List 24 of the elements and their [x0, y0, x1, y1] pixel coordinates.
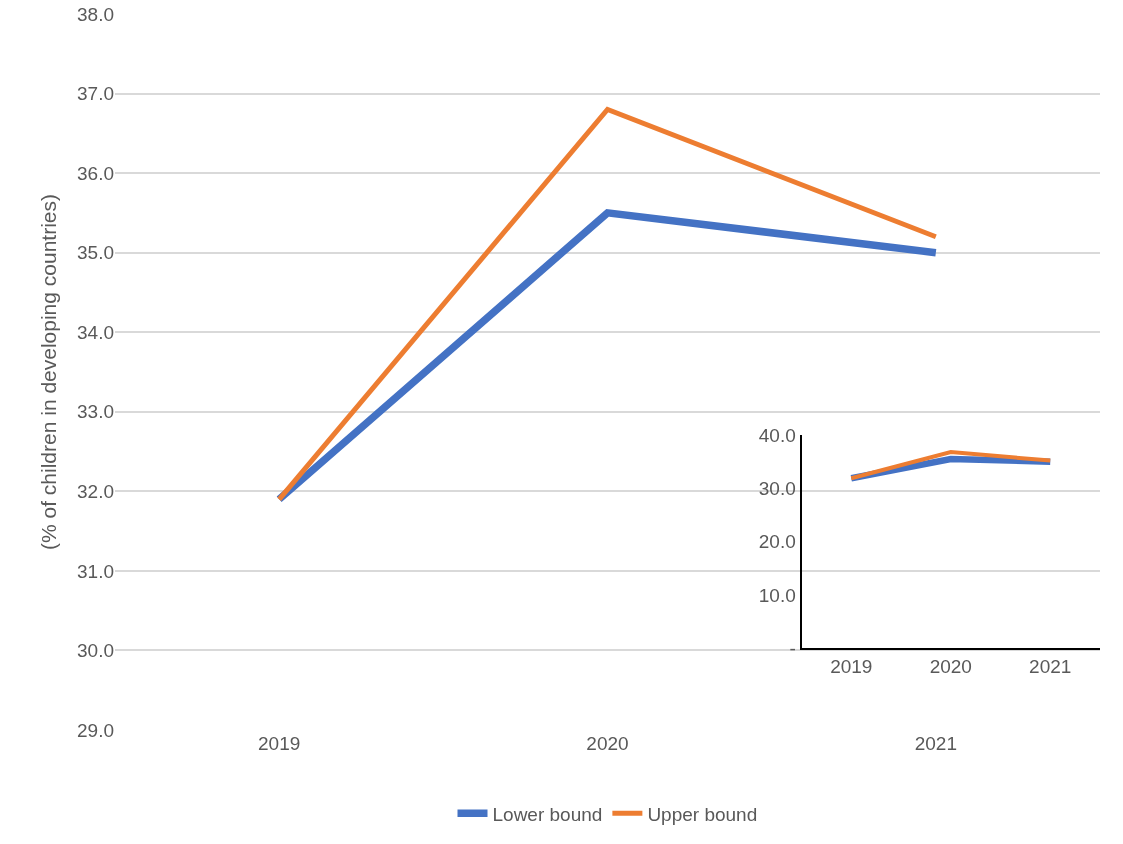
y-tick-label: 30.0 — [758, 478, 796, 499]
x-tick-label: 2021 — [914, 733, 957, 754]
y-tick-label: 36.0 — [77, 162, 114, 184]
y-tick-label: 30.0 — [77, 640, 114, 662]
x-tick-label: 2020 — [586, 733, 629, 754]
y-tick-label: 20.0 — [758, 531, 796, 553]
legend-label: Lower bound — [492, 803, 603, 825]
x-tick-label: 2019 — [258, 733, 301, 754]
y-axis-title: (% of children in developing countries) — [37, 193, 61, 551]
y-tick-label: 31.0 — [77, 560, 114, 582]
x-tick-label: 2019 — [830, 656, 873, 678]
x-tick-label: 2020 — [929, 656, 972, 678]
y-tick-label: 38.0 — [77, 3, 114, 25]
x-tick-label: 2021 — [1029, 656, 1072, 678]
y-tick-label: - — [789, 638, 796, 660]
y-tick-label: 33.0 — [77, 401, 114, 423]
y-tick-label: 37.0 — [77, 83, 114, 105]
legend-label: Upper bound — [647, 803, 758, 825]
y-tick-label: 40.0 — [758, 424, 796, 446]
y-tick-label: 29.0 — [77, 719, 114, 741]
y-tick-label: 32.0 — [77, 480, 114, 502]
y-tick-label: 35.0 — [77, 242, 114, 264]
y-tick-label: 10.0 — [758, 584, 796, 606]
y-tick-label: 34.0 — [77, 321, 114, 343]
